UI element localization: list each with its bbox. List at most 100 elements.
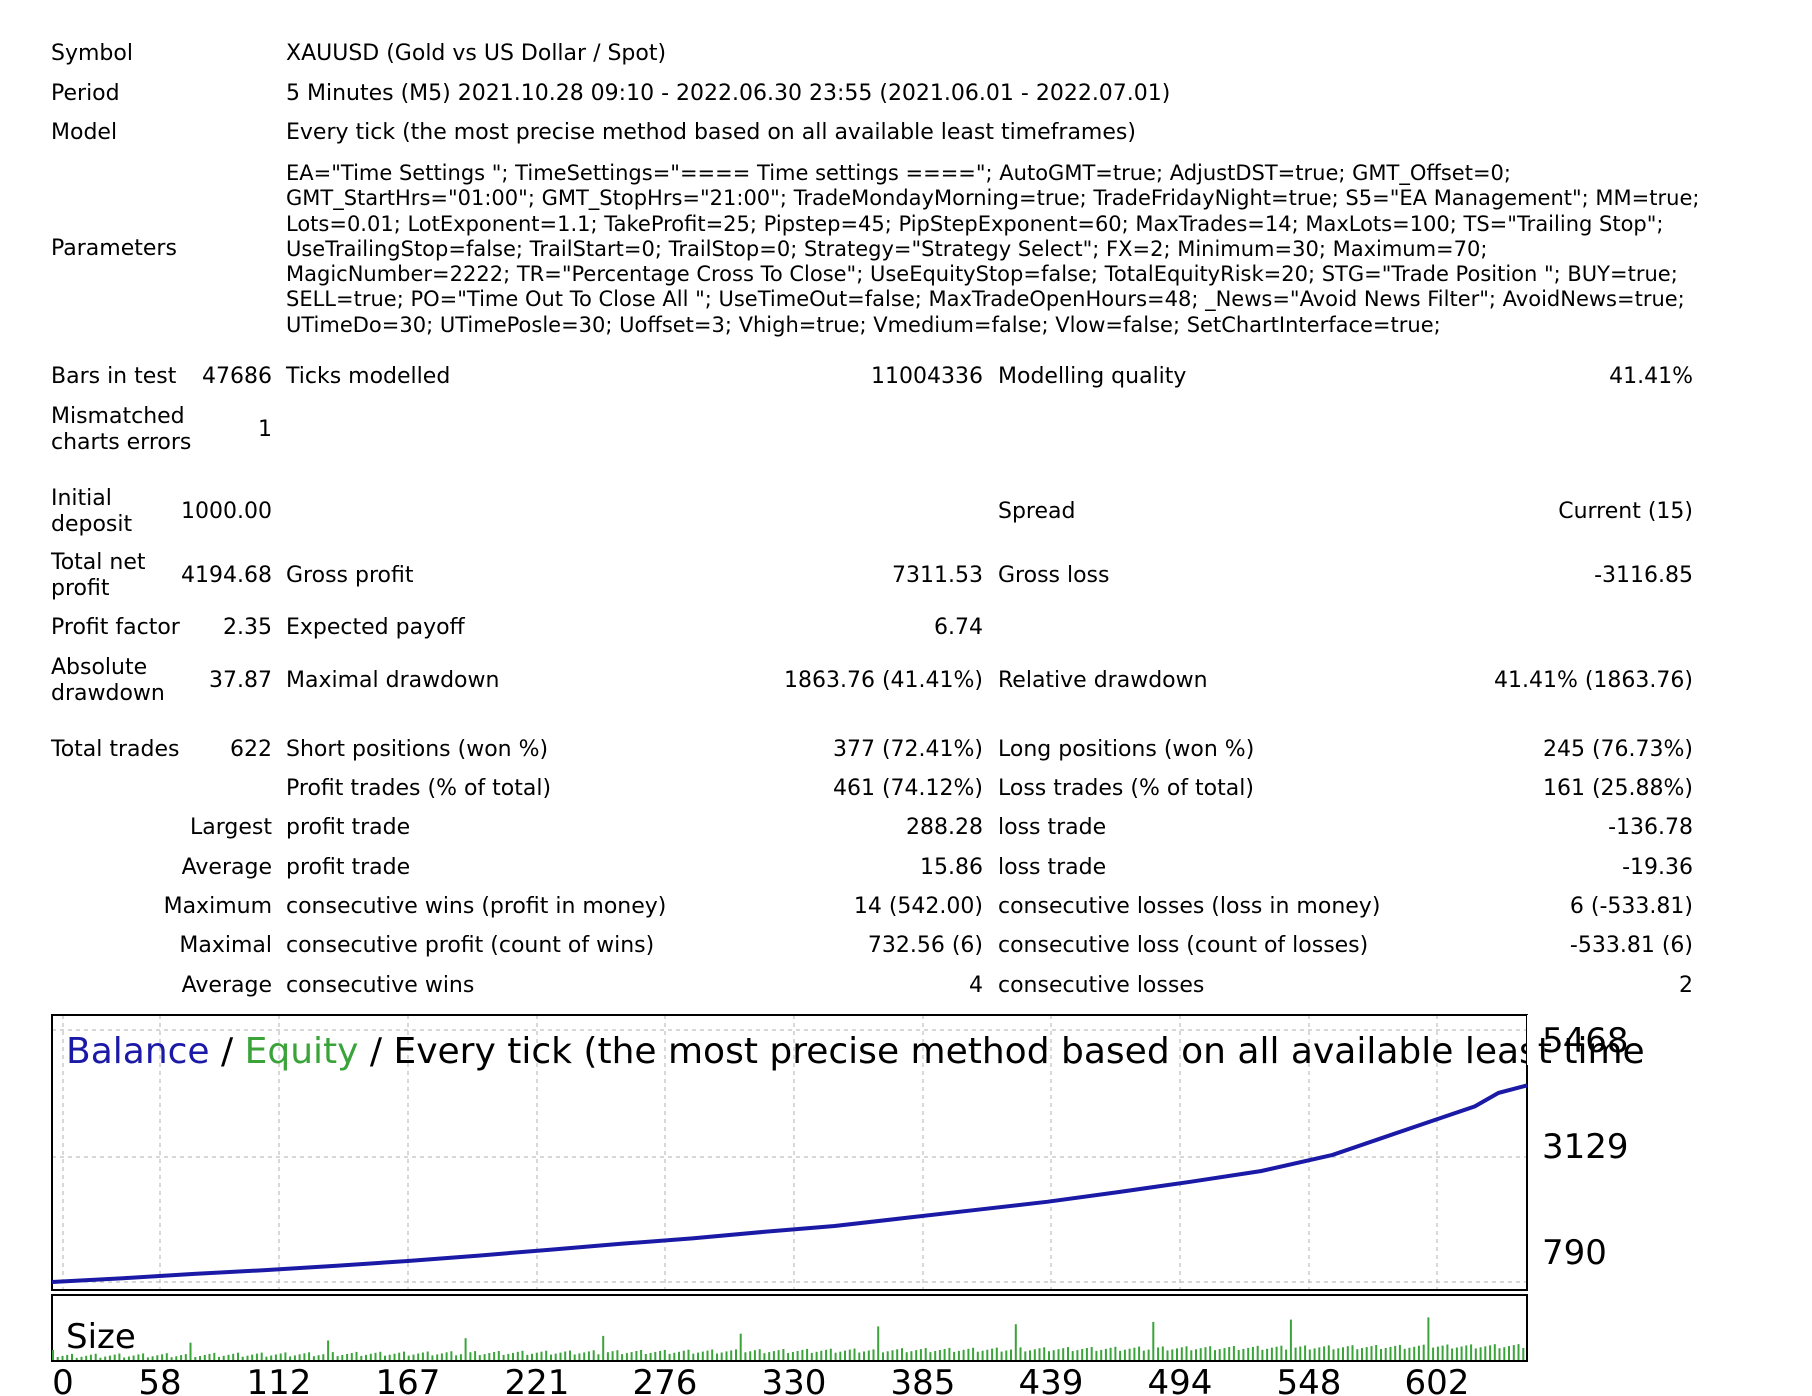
size-bar	[1029, 1350, 1031, 1360]
size-bar	[308, 1352, 311, 1360]
size-bar	[1446, 1344, 1449, 1360]
size-label: Size	[66, 1317, 136, 1357]
size-bar	[56, 1357, 59, 1360]
size-bar	[749, 1351, 752, 1360]
total-trades-value: 622	[230, 737, 272, 762]
y-tick-label: 3129	[1542, 1127, 1629, 1167]
size-bar	[284, 1352, 287, 1360]
size-bar	[474, 1351, 477, 1360]
size-bar	[1214, 1350, 1216, 1360]
x-tick-label: 330	[762, 1363, 827, 1396]
size-bar	[1171, 1349, 1174, 1360]
size-bar	[142, 1353, 145, 1360]
size-bar	[991, 1348, 994, 1360]
average-consecutive-wins-label: consecutive wins	[286, 973, 475, 998]
size-bar	[1436, 1346, 1439, 1360]
size-bar	[1413, 1346, 1416, 1360]
size-bar	[94, 1353, 97, 1360]
size-bar	[725, 1351, 728, 1360]
average-consecutive-prefix: Average	[181, 973, 272, 998]
size-bar	[66, 1354, 69, 1360]
size-bar	[815, 1351, 818, 1360]
size-bar	[1493, 1344, 1496, 1360]
total-trades-label: Total trades	[51, 737, 180, 762]
size-bar	[303, 1353, 306, 1360]
size-bar	[1375, 1345, 1378, 1360]
size-bar	[80, 1356, 83, 1360]
size-bar	[194, 1357, 197, 1360]
size-bar	[796, 1351, 799, 1360]
size-bar	[569, 1350, 571, 1360]
size-bar	[858, 1352, 861, 1360]
expected-payoff-value: 6.74	[934, 615, 983, 640]
size-bar	[540, 1351, 543, 1360]
chart-title-sep1: /	[210, 1031, 245, 1072]
size-bar	[1085, 1348, 1088, 1360]
size-bars	[52, 1317, 1525, 1360]
size-bar	[213, 1352, 216, 1360]
size-bar	[934, 1351, 937, 1360]
size-bar	[649, 1352, 652, 1360]
size-bar	[365, 1354, 367, 1360]
size-bar	[421, 1352, 424, 1360]
size-bar	[1242, 1348, 1245, 1360]
size-bar	[1114, 1346, 1117, 1360]
size-bar	[1209, 1346, 1212, 1360]
symbol-label: Symbol	[51, 41, 133, 66]
absolute-drawdown-value: 37.87	[209, 668, 272, 693]
maximal-loss-value: -533.81 (6)	[1569, 933, 1693, 958]
size-bar	[388, 1354, 391, 1360]
size-bar	[644, 1354, 647, 1360]
size-bar	[806, 1348, 809, 1360]
size-bar	[972, 1347, 975, 1360]
size-bar	[910, 1351, 913, 1360]
maximal-drawdown-label: Maximal drawdown	[286, 668, 500, 693]
largest-profit-value: 288.28	[906, 815, 983, 840]
size-bar	[1095, 1350, 1098, 1360]
largest-loss-label: loss trade	[998, 815, 1107, 840]
size-bar	[246, 1355, 249, 1360]
size-bar	[1408, 1347, 1411, 1360]
size-bar	[75, 1357, 78, 1360]
maximal-prefix: Maximal	[179, 933, 272, 958]
x-tick-label: 167	[376, 1363, 441, 1396]
size-bar	[606, 1352, 609, 1360]
size-bar	[1512, 1345, 1515, 1360]
size-bar	[844, 1350, 846, 1360]
average-consecutive-losses-value: 2	[1679, 973, 1693, 998]
chart-title-sep2: /	[358, 1031, 393, 1072]
balance-line	[51, 1083, 1528, 1284]
size-bar	[1346, 1346, 1349, 1360]
size-bar	[535, 1352, 538, 1360]
size-bar	[218, 1356, 220, 1360]
model-label: Model	[51, 120, 118, 145]
size-chart-frame	[51, 1294, 1528, 1362]
size-bar	[919, 1349, 922, 1360]
size-bar	[170, 1357, 173, 1360]
initial-deposit-label-1: Initial	[51, 486, 112, 511]
size-bar	[322, 1354, 325, 1360]
size-bar	[1161, 1346, 1164, 1360]
size-bar	[450, 1351, 453, 1360]
size-bar	[1384, 1348, 1387, 1360]
loss-trades-label: Loss trades (% of total)	[998, 776, 1254, 801]
size-bar	[108, 1355, 111, 1360]
size-bar	[1100, 1349, 1103, 1360]
size-bar	[184, 1354, 187, 1360]
size-bar	[1142, 1350, 1145, 1360]
size-bar	[331, 1352, 334, 1360]
size-bar	[531, 1353, 533, 1360]
x-tick-labels: 0 58 112 167 221 276 330 385 439 494 548 602	[52, 1363, 1469, 1396]
size-bar	[1389, 1346, 1392, 1360]
size-bar	[1199, 1348, 1202, 1360]
size-bar	[1076, 1350, 1079, 1360]
gross-profit-value: 7311.53	[892, 563, 983, 588]
size-bar	[208, 1353, 211, 1360]
size-bar	[929, 1352, 932, 1360]
size-bar	[127, 1356, 130, 1360]
size-bar	[1356, 1349, 1359, 1360]
size-bar	[1067, 1347, 1069, 1360]
size-bar	[896, 1349, 899, 1360]
size-bar	[1299, 1346, 1302, 1360]
size-bar	[260, 1352, 263, 1360]
